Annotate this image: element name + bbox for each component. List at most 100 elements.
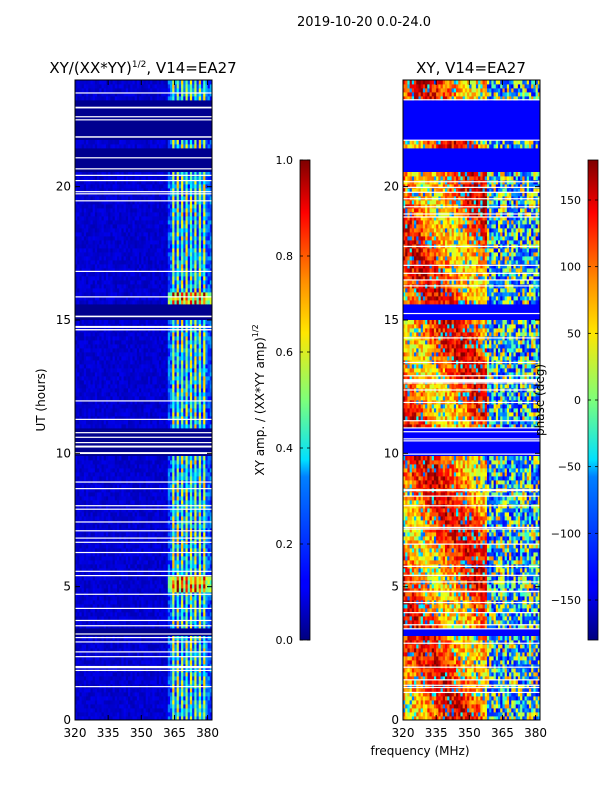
amplitude-cell	[136, 568, 140, 573]
amplitude-cell	[134, 676, 138, 681]
amplitude-cell	[101, 368, 105, 373]
amplitude-cell	[161, 400, 164, 405]
amplitude-cell	[112, 360, 116, 365]
amplitude-cell	[192, 692, 195, 697]
amplitude-cell	[101, 516, 105, 521]
amplitude-cell	[97, 412, 100, 417]
amplitude-cell	[77, 476, 80, 481]
amplitude-cell	[147, 384, 151, 389]
amplitude-cell	[116, 424, 120, 429]
amplitude-cell	[192, 612, 195, 617]
amplitude-cell	[128, 424, 131, 429]
amplitude-cell	[97, 408, 100, 413]
amplitude-cell	[183, 652, 186, 657]
amplitude-cell	[176, 576, 180, 581]
amplitude-cell	[183, 560, 186, 565]
amplitude-cell	[110, 376, 113, 381]
amplitude-cell	[161, 696, 164, 701]
amplitude-cell	[90, 564, 94, 569]
amplitude-cell	[205, 544, 208, 549]
amplitude-cell	[94, 552, 98, 557]
amplitude-cell	[94, 620, 98, 625]
amplitude-cell	[147, 644, 151, 649]
amplitude-cell	[205, 524, 208, 529]
amplitude-cell	[156, 600, 160, 605]
amplitude-cell	[101, 484, 105, 489]
amplitude-cell	[112, 528, 116, 533]
amplitude-cell	[121, 548, 125, 553]
amplitude-cell	[88, 644, 91, 649]
amplitude-cell	[108, 488, 111, 493]
amplitude-cell	[92, 380, 96, 385]
amplitude-cell	[192, 400, 195, 405]
amplitude-cell	[75, 604, 78, 609]
amplitude-cell	[77, 508, 80, 513]
amplitude-cell	[132, 616, 136, 621]
amplitude-cell	[94, 656, 98, 661]
amplitude-cell	[141, 420, 144, 425]
amplitude-cell	[145, 552, 149, 557]
amplitude-cell	[183, 468, 186, 473]
amplitude-cell	[128, 648, 131, 653]
amplitude-cell	[198, 696, 202, 701]
amplitude-cell	[185, 704, 189, 709]
amplitude-cell	[86, 472, 89, 477]
amplitude-cell	[116, 468, 120, 473]
amplitude-cell	[90, 488, 94, 493]
amplitude-cell	[174, 456, 178, 461]
amplitude-cell	[123, 456, 127, 461]
amplitude-cell	[105, 572, 109, 577]
amplitude-cell	[156, 704, 160, 709]
amplitude-cell	[110, 596, 113, 601]
amplitude-cell	[88, 584, 91, 589]
amplitude-cell	[183, 376, 186, 381]
amplitude-cell	[187, 620, 191, 625]
amplitude-cell	[209, 644, 212, 649]
amplitude-cell	[198, 488, 202, 493]
amplitude-cell	[143, 612, 147, 617]
amplitude-cell	[194, 472, 197, 477]
amplitude-cell	[163, 396, 166, 401]
amplitude-cell	[86, 652, 89, 657]
amplitude-cell	[170, 460, 173, 465]
amplitude-cell	[81, 388, 85, 393]
amplitude-cell	[207, 588, 211, 593]
amplitude-cell	[139, 468, 142, 473]
amplitude-cell	[198, 708, 202, 713]
amplitude-cell	[121, 492, 125, 497]
amplitude-cell	[178, 680, 182, 685]
amplitude-cell	[141, 412, 144, 417]
amplitude-cell	[121, 708, 125, 713]
amplitude-cell	[136, 636, 140, 641]
amplitude-cell	[165, 616, 169, 621]
amplitude-cell	[92, 716, 96, 720]
amplitude-cell	[132, 608, 136, 613]
amplitude-cell	[158, 568, 162, 573]
amplitude-cell	[145, 528, 149, 533]
amplitude-cell	[99, 656, 102, 661]
amplitude-cell	[209, 544, 212, 549]
amplitude-cell	[187, 372, 191, 377]
amplitude-cell	[152, 644, 155, 649]
amplitude-cell	[79, 568, 83, 573]
amplitude-cell	[181, 420, 184, 425]
amplitude-cell	[200, 588, 204, 593]
amplitude-cell	[192, 672, 195, 677]
amplitude-cell	[198, 376, 202, 381]
amplitude-cell	[105, 636, 109, 641]
amplitude-cell	[185, 368, 189, 373]
amplitude-cell	[203, 376, 206, 381]
amplitude-cell	[181, 656, 184, 661]
amplitude-cell	[83, 508, 87, 513]
amplitude-cell	[125, 544, 129, 549]
amplitude-cell	[94, 712, 98, 717]
amplitude-cell	[114, 456, 118, 461]
amplitude-cell	[79, 700, 83, 705]
amplitude-cell	[92, 688, 96, 693]
amplitude-cell	[172, 544, 175, 549]
amplitude-cell	[125, 716, 129, 720]
amplitude-cell	[145, 704, 149, 709]
amplitude-cell	[167, 500, 171, 505]
amplitude-cell	[110, 360, 113, 365]
amplitude-cell	[165, 564, 169, 569]
